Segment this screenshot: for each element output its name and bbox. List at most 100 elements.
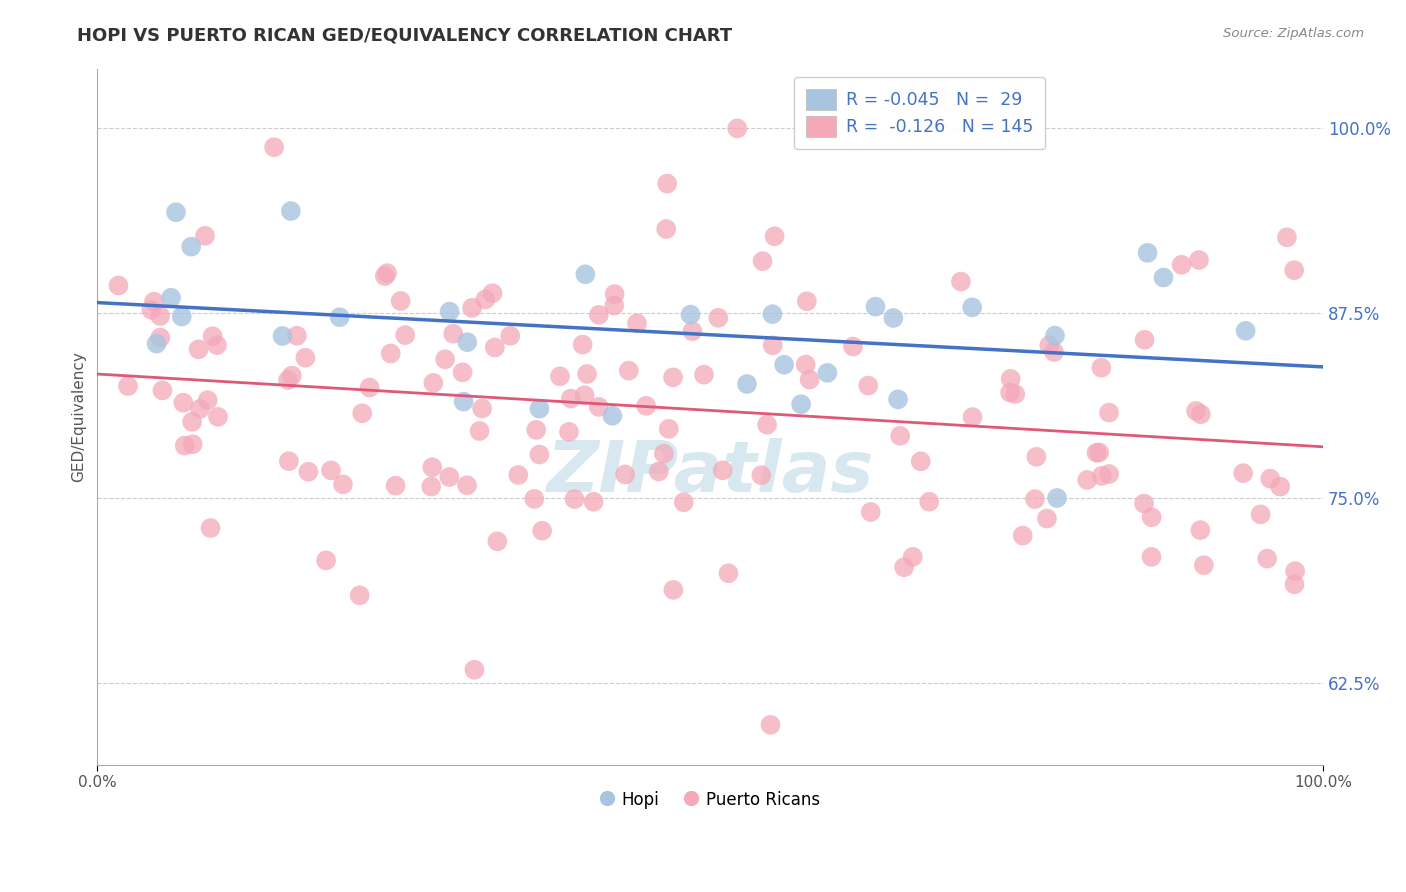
Point [1282, 263, 1305, 277]
Point [648, 465, 671, 479]
Point [315, 553, 337, 567]
Point [1258, 472, 1281, 486]
Point [359, 380, 381, 394]
Point [725, 121, 748, 136]
Point [529, 448, 551, 462]
Point [141, 302, 163, 317]
Point [614, 467, 637, 482]
Point [655, 222, 678, 236]
Point [882, 310, 904, 325]
Point [1133, 333, 1156, 347]
Point [998, 385, 1021, 400]
Point [887, 392, 910, 407]
Point [172, 395, 194, 409]
Point [461, 301, 484, 315]
Point [859, 505, 882, 519]
Point [1188, 252, 1211, 267]
Point [796, 294, 818, 309]
Point [145, 336, 167, 351]
Point [319, 463, 342, 477]
Point [1170, 258, 1192, 272]
Point [277, 373, 299, 387]
Text: HOPI VS PUERTO RICAN GED/EQUIVALENCY CORRELATION CHART: HOPI VS PUERTO RICAN GED/EQUIVALENCY COR… [77, 27, 733, 45]
Point [1043, 345, 1066, 359]
Point [281, 368, 304, 383]
Point [1024, 492, 1046, 507]
Point [1011, 528, 1033, 542]
Point [749, 468, 772, 483]
Point [735, 377, 758, 392]
Point [564, 491, 586, 506]
Point [107, 278, 129, 293]
Point [901, 549, 924, 564]
Point [558, 425, 581, 439]
Point [197, 393, 219, 408]
Point [1250, 508, 1272, 522]
Point [187, 343, 209, 357]
Point [441, 326, 464, 341]
Point [152, 384, 174, 398]
Point [297, 465, 319, 479]
Point [349, 588, 371, 602]
Point [799, 373, 821, 387]
Point [481, 286, 503, 301]
Point [263, 140, 285, 154]
Legend: Hopi, Puerto Ricans: Hopi, Puerto Ricans [593, 784, 827, 815]
Point [717, 566, 740, 581]
Point [499, 328, 522, 343]
Point [1090, 360, 1112, 375]
Point [865, 300, 887, 314]
Point [1140, 510, 1163, 524]
Point [662, 582, 685, 597]
Point [762, 338, 785, 352]
Point [949, 275, 972, 289]
Point [439, 470, 461, 484]
Point [1189, 523, 1212, 537]
Text: ZIPatlas: ZIPatlas [547, 438, 875, 507]
Point [422, 376, 444, 390]
Point [1270, 480, 1292, 494]
Point [170, 310, 193, 324]
Point [149, 309, 172, 323]
Point [1140, 549, 1163, 564]
Point [1284, 564, 1306, 578]
Point [773, 358, 796, 372]
Point [1098, 467, 1121, 481]
Point [858, 378, 880, 392]
Point [456, 478, 478, 492]
Point [617, 364, 640, 378]
Point [693, 368, 716, 382]
Point [707, 310, 730, 325]
Point [658, 422, 681, 436]
Point [143, 294, 166, 309]
Point [681, 324, 703, 338]
Point [962, 410, 984, 425]
Point [117, 379, 139, 393]
Point [332, 477, 354, 491]
Point [751, 254, 773, 268]
Point [463, 663, 485, 677]
Point [180, 240, 202, 254]
Point [484, 341, 506, 355]
Point [1036, 511, 1059, 525]
Point [471, 401, 494, 416]
Point [1185, 404, 1208, 418]
Point [380, 346, 402, 360]
Point [285, 328, 308, 343]
Point [508, 467, 530, 482]
Point [576, 367, 599, 381]
Point [165, 205, 187, 219]
Point [1025, 450, 1047, 464]
Point [200, 521, 222, 535]
Point [574, 268, 596, 282]
Point [1091, 469, 1114, 483]
Point [439, 304, 461, 318]
Point [329, 310, 352, 325]
Point [394, 328, 416, 343]
Point [1098, 406, 1121, 420]
Point [1133, 496, 1156, 510]
Y-axis label: GED/Equivalency: GED/Equivalency [72, 351, 86, 482]
Point [761, 307, 783, 321]
Point [756, 417, 779, 432]
Point [652, 447, 675, 461]
